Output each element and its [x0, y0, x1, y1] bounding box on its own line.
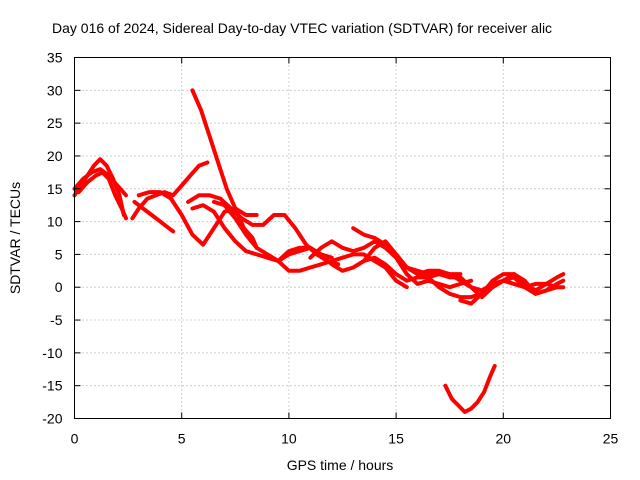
y-tick-label: 35 — [47, 50, 63, 66]
y-axis-title: SDTVAR / TECUs — [7, 182, 23, 294]
x-tick-label: 5 — [178, 431, 186, 447]
x-tick-label: 0 — [71, 431, 79, 447]
series-track-4 — [130, 160, 210, 221]
series-track-7 — [190, 88, 259, 250]
x-tick-label: 10 — [281, 431, 297, 447]
axes: 0 5 10 15 20 25 -20 -15 -10 -5 0 5 10 15 20 25 30 35 — [42, 50, 618, 447]
y-tick-label: -10 — [42, 345, 62, 361]
series-track-15 — [415, 268, 566, 293]
y-tick-label: 5 — [55, 246, 63, 262]
grid — [74, 57, 611, 419]
series-track-10 — [211, 199, 409, 290]
series-track-12 — [308, 239, 474, 290]
plot-frame — [74, 57, 611, 419]
x-axis-title: GPS time / hours — [287, 457, 394, 473]
y-tick-label: -5 — [50, 312, 63, 328]
x-tick-label: 15 — [388, 431, 404, 447]
series-track-1 — [72, 157, 126, 217]
y-tick-label: 0 — [55, 279, 63, 295]
x-tick-label: 25 — [603, 431, 619, 447]
series-track-5 — [132, 199, 176, 234]
y-tick-label: 25 — [47, 115, 63, 131]
y-tick-label: 20 — [47, 148, 63, 164]
y-tick-label: 30 — [47, 82, 63, 98]
series-track-2 — [72, 167, 128, 198]
y-tick-label: 15 — [47, 181, 63, 197]
series-track-17 — [490, 275, 566, 296]
y-tick-label: -20 — [42, 411, 62, 427]
y-tick-label: -15 — [42, 378, 62, 394]
x-tick-label: 20 — [496, 431, 512, 447]
series-track-18 — [443, 364, 497, 414]
chart-title: Day 016 of 2024, Sidereal Day-to-day VTE… — [52, 20, 552, 36]
y-tick-label: 10 — [47, 214, 63, 230]
series-layer — [72, 88, 566, 414]
series-track-3 — [76, 170, 128, 221]
